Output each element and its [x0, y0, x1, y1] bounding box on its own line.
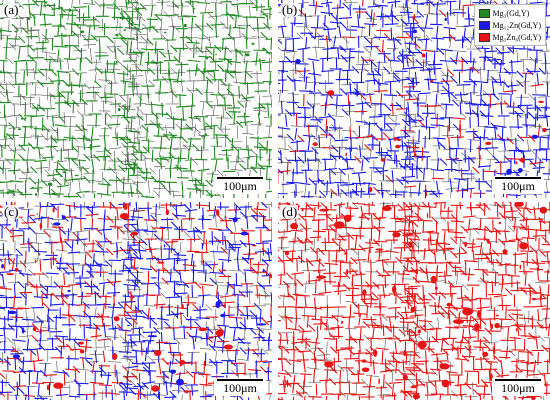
legend-swatch-green — [478, 8, 490, 18]
panel-label-b: (b) — [281, 2, 299, 17]
micrograph-panel-c: (c) 100μm — [0, 202, 272, 400]
legend-label-mg12zngdy: Mg₁₂Zn(Gd,Y) — [492, 20, 541, 30]
phase-particles — [295, 0, 547, 193]
scale-bar-text-c: 100μm — [223, 381, 257, 395]
scale-bar-line-a — [217, 177, 263, 179]
phase-particles — [284, 202, 548, 400]
scale-bar-b: 100μm — [492, 176, 544, 194]
scale-bar-c: 100μm — [214, 378, 266, 396]
phase-particles — [1, 202, 272, 393]
phase-legend: Mg₃(Gd,Y) Mg₁₂Zn(Gd,Y) Mg₃Zn₆(Gd,Y) — [473, 4, 546, 46]
legend-item-mg3gdy: Mg₃(Gd,Y) — [478, 7, 541, 19]
scale-bar-line-b — [495, 177, 541, 179]
scale-bar-text-b: 100μm — [501, 179, 535, 193]
scale-bar-a: 100μm — [214, 176, 266, 194]
scale-bar-text-a: 100μm — [223, 179, 257, 193]
micrograph-a — [0, 0, 272, 198]
grain-boundaries — [0, 0, 272, 198]
micrograph-d — [278, 202, 550, 400]
scale-bar-line-d — [495, 379, 541, 381]
panel-label-a: (a) — [3, 2, 20, 17]
scale-bar-line-c — [217, 379, 263, 381]
panel-label-d: (d) — [281, 204, 299, 219]
grain-boundaries — [278, 202, 550, 400]
scale-bar-d: 100μm — [492, 378, 544, 396]
legend-item-mg3zn6gdy: Mg₃Zn₆(Gd,Y) — [478, 31, 541, 43]
panel-label-c: (c) — [3, 204, 20, 219]
micrograph-b — [278, 0, 550, 198]
micrograph-panel-a: (a) 100μm — [0, 0, 272, 198]
scale-bar-text-d: 100μm — [501, 381, 535, 395]
legend-label-mg3gdy: Mg₃(Gd,Y) — [492, 8, 530, 18]
legend-item-mg12zngdy: Mg₁₂Zn(Gd,Y) — [478, 19, 541, 31]
micrograph-c — [0, 202, 272, 400]
grain-boundaries — [0, 202, 272, 400]
grain-boundaries — [278, 0, 550, 198]
legend-swatch-red — [478, 32, 490, 42]
legend-swatch-blue — [478, 20, 490, 30]
micrograph-panel-d: (d) 100μm — [278, 202, 550, 400]
legend-label-mg3zn6gdy: Mg₃Zn₆(Gd,Y) — [492, 32, 541, 42]
micrograph-panel-b: (b) Mg₃(Gd,Y) Mg₁₂Zn(Gd,Y) Mg₃Zn₆(Gd,Y) … — [278, 0, 550, 198]
